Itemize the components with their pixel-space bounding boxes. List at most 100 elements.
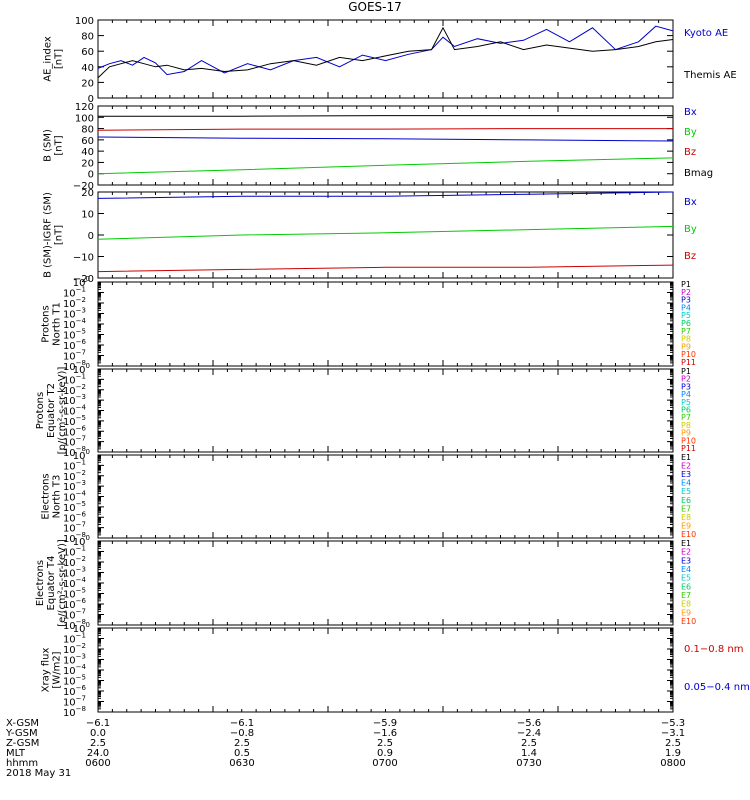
y-tick-label: −10: [73, 253, 94, 264]
channel-label: E8: [681, 513, 691, 522]
ephemeris-label: hhmm: [6, 758, 38, 769]
channel-label: E7: [681, 504, 691, 513]
channel-label: P1: [681, 280, 691, 289]
channel-label: P5: [681, 398, 691, 407]
channel-label: P5: [681, 311, 691, 320]
series-line-themis-ae: [97, 26, 674, 79]
channel-label: P7: [681, 413, 691, 422]
y-axis-title: AE_index [nT]: [43, 36, 65, 82]
ephemeris-value: 0600: [85, 758, 110, 769]
ephemeris-value: 0.0: [90, 728, 106, 739]
ephemeris-value: 0730: [516, 758, 541, 769]
ephemeris-value: 0.9: [377, 748, 393, 759]
series-line-by: [97, 225, 674, 240]
ephemeris-value: 0800: [660, 758, 685, 769]
y-axis-label: North T3: [52, 475, 63, 519]
channel-label: P10: [681, 350, 696, 359]
series-line-bz: [97, 128, 673, 131]
channel-label: P6: [681, 406, 691, 415]
ephemeris-value: −5.6: [517, 718, 541, 729]
y-axis-title: Protons North T1: [41, 302, 63, 346]
y-axis-label: [nT]: [54, 135, 65, 155]
channel-label: 0.05−0.4 nm: [684, 682, 750, 693]
ephemeris-value: −0.8: [230, 728, 254, 739]
y-axis-label: Protons: [35, 392, 46, 429]
ephemeris-value: 0630: [229, 758, 254, 769]
panel-frame: [97, 281, 674, 367]
chart-title: GOES-17: [348, 0, 402, 14]
ephemeris-value: −3.1: [661, 728, 685, 739]
legend-entry: Bz: [684, 147, 696, 158]
channel-label: P7: [681, 327, 691, 336]
legend-entry: Bx: [684, 197, 697, 208]
panel-frame: [97, 540, 674, 626]
ephemeris-value: 0.5: [234, 748, 250, 759]
channel-label: 0.1−0.8 nm: [684, 644, 743, 655]
channel-label: P8: [681, 421, 691, 430]
channel-label: P8: [681, 335, 691, 344]
y-axis-label: B (SM)-IGRF (SM): [43, 192, 54, 278]
series-line-bz: [97, 264, 674, 273]
y-axis-title: B (SM)-IGRF (SM) [nT]: [43, 192, 65, 278]
y-tick-label: 10−8: [63, 705, 86, 719]
channel-label: E9: [681, 608, 691, 617]
series-line-bx: [97, 191, 674, 199]
channel-label: E6: [681, 496, 691, 505]
ephemeris-value: 2.5: [234, 738, 250, 749]
y-axis-label: Electrons: [41, 473, 52, 519]
ephemeris-date: 2018 May 31: [6, 768, 71, 779]
y-axis-label: [W/m2]: [52, 651, 63, 688]
channel-label: P2: [681, 375, 691, 384]
legend-entry: By: [684, 224, 697, 235]
channel-label: E1: [681, 539, 691, 548]
y-axis-label: Protons: [41, 305, 52, 342]
y-tick-label: 80: [81, 32, 94, 43]
y-tick-label: 0: [88, 170, 94, 181]
ephemeris-value: −6.1: [230, 718, 254, 729]
y-axis-label: Xray flux: [41, 648, 52, 693]
ephemeris-value: 2.5: [665, 738, 681, 749]
legend-entry: Bz: [684, 251, 696, 262]
y-axis-label: Equator T2: [46, 383, 57, 438]
panel-frame: [97, 454, 674, 539]
channel-label: E7: [681, 591, 691, 600]
ephemeris-label: Y-GSM: [5, 728, 38, 739]
legend-entry: Bx: [684, 107, 697, 118]
y-tick-label: 10: [81, 210, 94, 221]
y-axis-label: Equator T4: [46, 556, 57, 611]
ephemeris-value: −2.4: [517, 728, 541, 739]
y-axis-title: Xray flux [W/m2]: [41, 648, 63, 693]
channel-label: P3: [681, 382, 691, 391]
ephemeris-value: 1.9: [665, 748, 681, 759]
panel-frame: [97, 191, 674, 279]
ephemeris-value: −5.9: [373, 718, 397, 729]
y-axis-label: North T1: [52, 302, 63, 346]
channel-label: P10: [681, 436, 696, 445]
ephemeris-value: −1.6: [373, 728, 397, 739]
panel-frame: [97, 105, 674, 186]
channel-label: E5: [681, 574, 691, 583]
y-tick-label: 20: [81, 188, 94, 199]
series-line-kyoto-ae: [97, 25, 674, 76]
y-axis-title: Electrons Equator T4 [e/(cm²-s-sr-keV)]: [35, 539, 68, 627]
legend-entry: By: [684, 127, 697, 138]
channel-label: E8: [681, 600, 691, 609]
y-tick-label: 0: [88, 94, 94, 105]
channel-label: E2: [681, 462, 691, 471]
y-axis-title: B (SM) [nT]: [43, 129, 65, 162]
y-axis-label: B (SM): [43, 129, 54, 162]
channel-label: P4: [681, 303, 691, 312]
channel-label: E10: [681, 530, 696, 539]
channel-label: E4: [681, 565, 691, 574]
channel-label: E1: [681, 453, 691, 462]
ephemeris-value: 2.5: [90, 738, 106, 749]
y-tick-label: 20: [81, 78, 94, 89]
channel-label: P11: [681, 358, 696, 367]
channel-label: E9: [681, 521, 691, 530]
channel-label: P2: [681, 288, 691, 297]
panel-frame: [97, 368, 674, 453]
y-tick-label: 40: [81, 147, 94, 158]
channel-label: P9: [681, 342, 691, 351]
ephemeris-value: 2.5: [521, 738, 537, 749]
